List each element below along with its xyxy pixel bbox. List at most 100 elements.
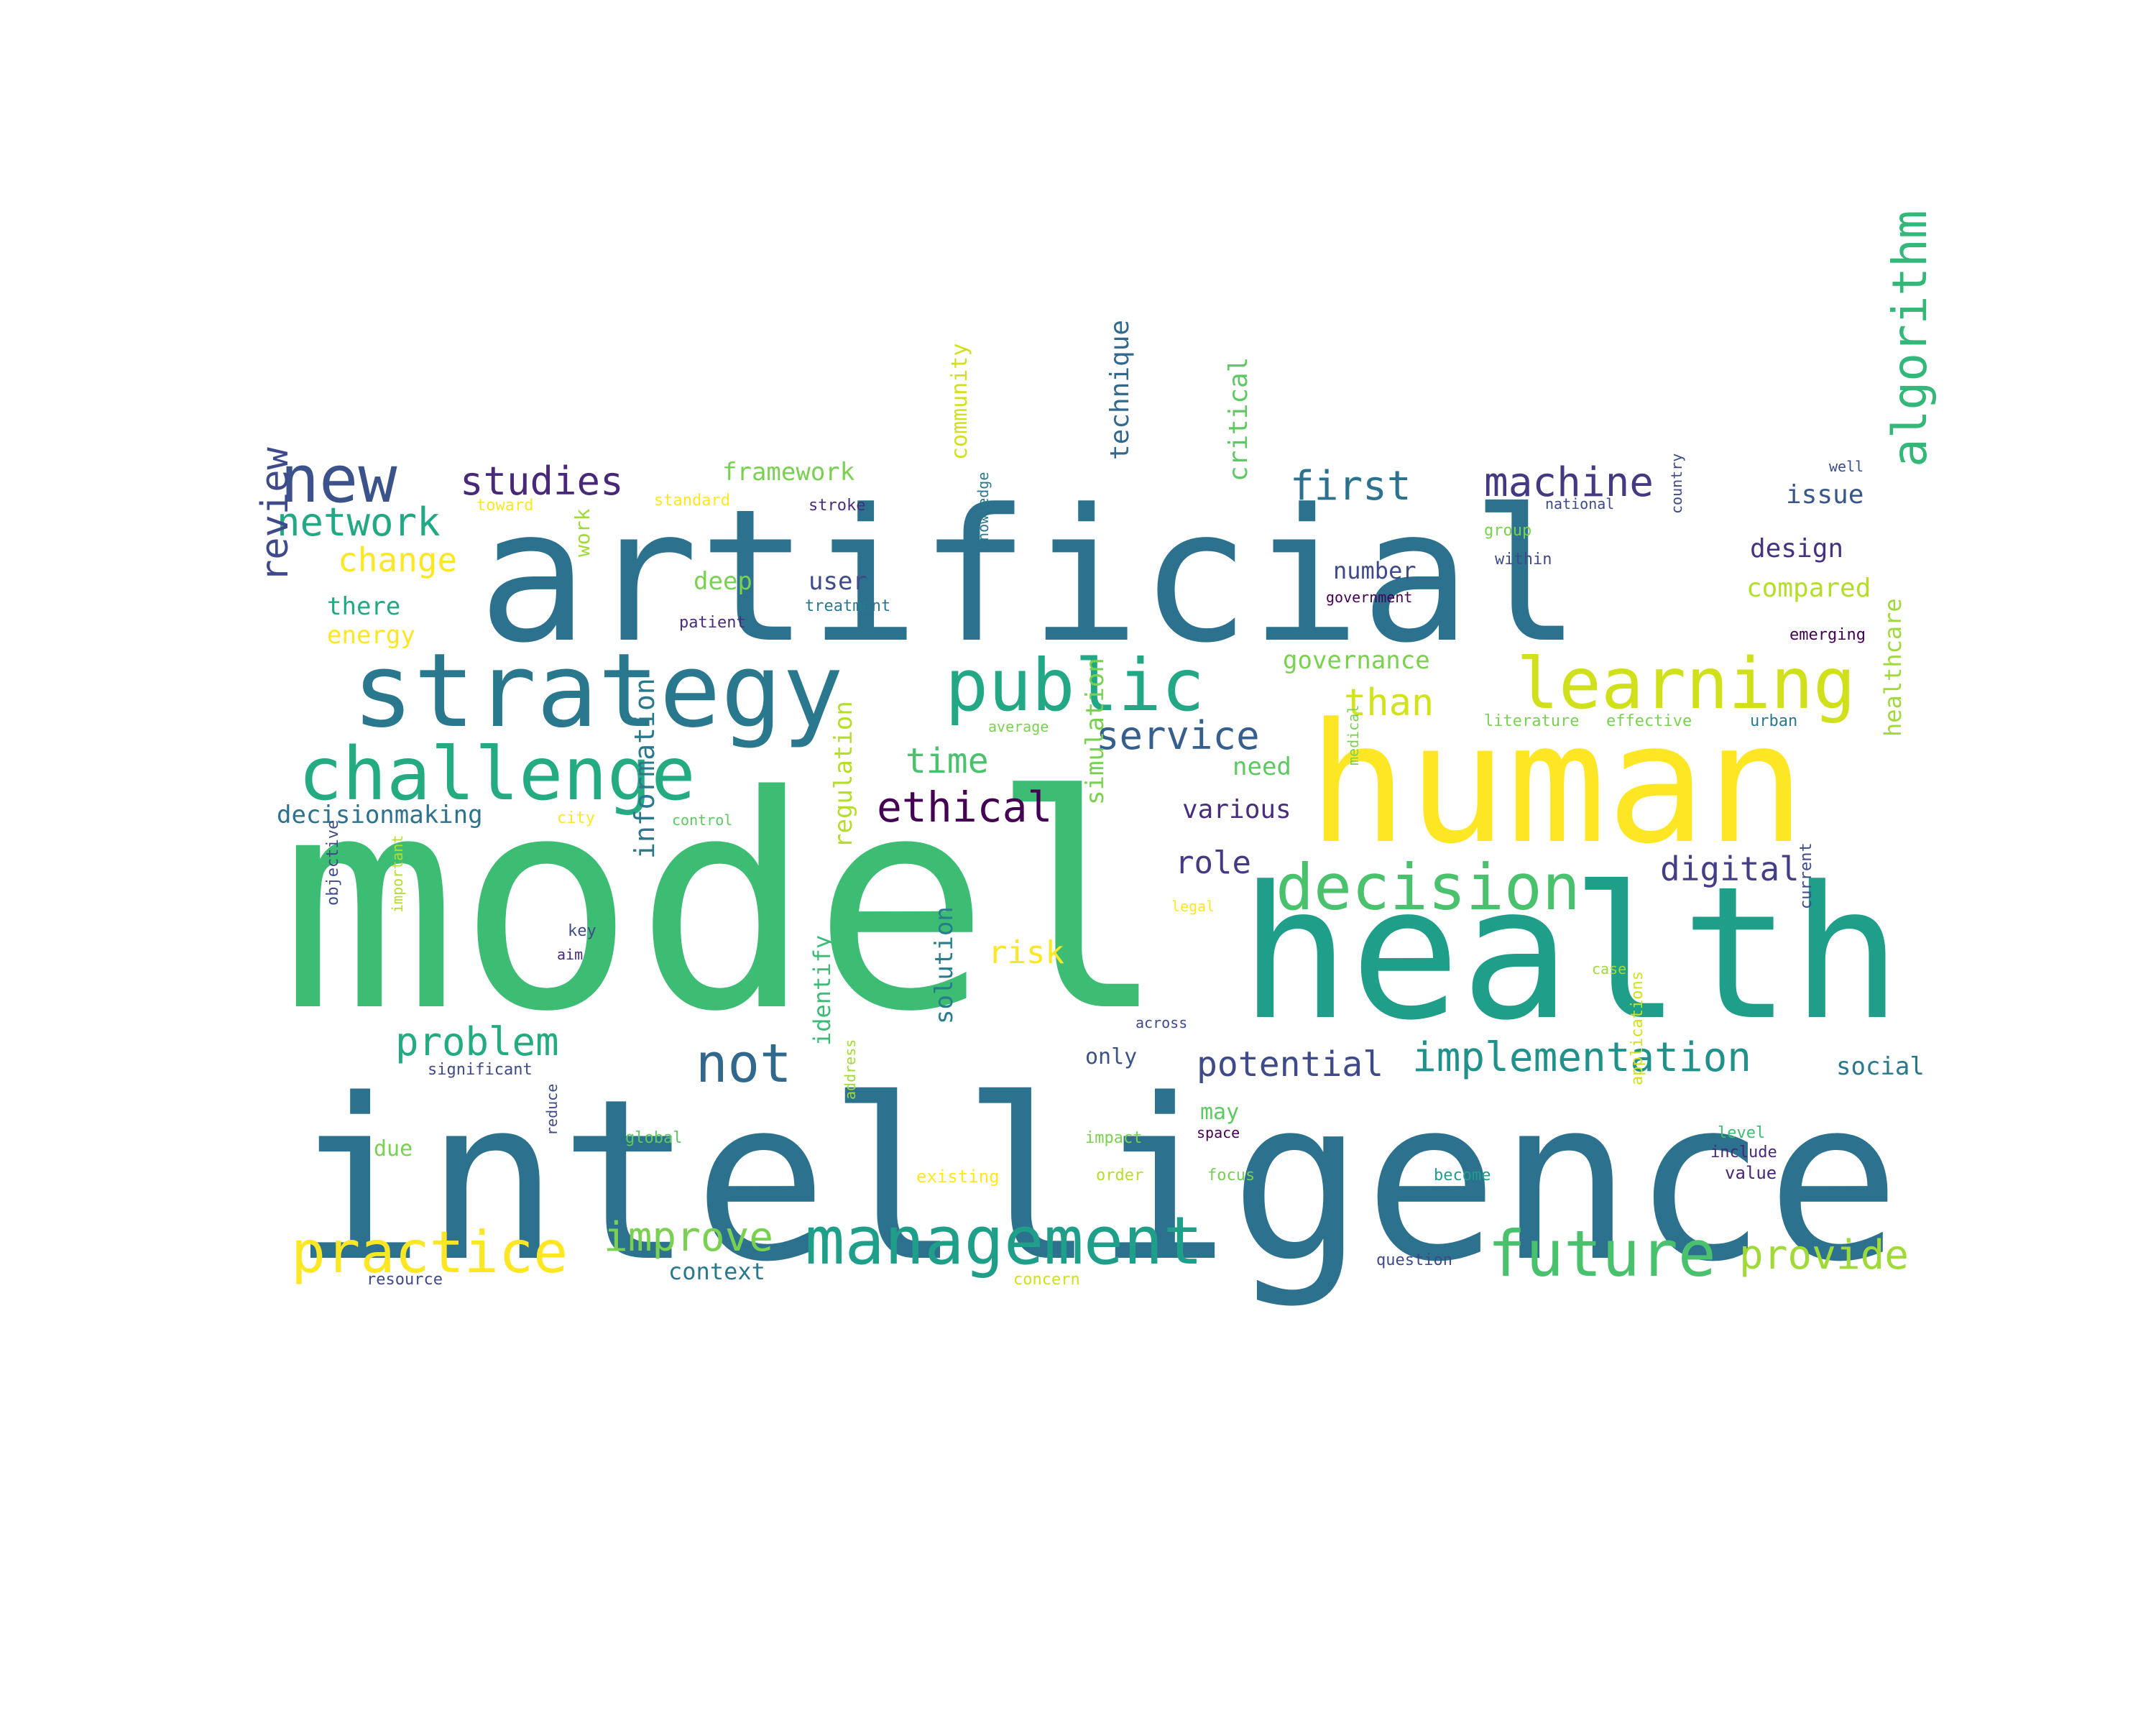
word-number: number — [1333, 557, 1416, 584]
word-knowledge: knowledge — [975, 472, 992, 550]
word-control: control — [672, 811, 732, 829]
word-technique: technique — [1105, 320, 1135, 460]
word-aim: aim — [557, 946, 583, 963]
word-important: important — [389, 835, 406, 913]
word-government: government — [1326, 589, 1412, 606]
word-work: work — [571, 508, 594, 557]
word-level: level — [1718, 1124, 1765, 1142]
word-context: context — [668, 1258, 765, 1285]
word-implementation: implementation — [1412, 1034, 1751, 1081]
word-space: space — [1197, 1124, 1240, 1141]
word-city: city — [557, 809, 595, 827]
word-reduce: reduce — [543, 1084, 561, 1136]
word-new: new — [280, 442, 397, 518]
word-deep: deep — [694, 567, 752, 596]
word-service: service — [1096, 713, 1260, 758]
word-healthcare: healthcare — [1879, 598, 1907, 737]
word-provide: provide — [1739, 1232, 1909, 1279]
word-patient: patient — [679, 614, 746, 632]
word-standard: standard — [654, 492, 730, 510]
word-within: within — [1495, 551, 1552, 569]
word-machine: machine — [1484, 459, 1654, 506]
word-future: future — [1488, 1217, 1716, 1291]
word-emerging: emerging — [1789, 626, 1866, 644]
word-network: network — [277, 500, 441, 545]
word-review: review — [254, 446, 297, 582]
word-critical: critical — [1224, 357, 1253, 482]
word-problem: problem — [395, 1019, 559, 1064]
word-change: change — [338, 540, 457, 579]
word-solution: solution — [930, 906, 959, 1024]
word-toward: toward — [476, 497, 533, 515]
word-role: role — [1175, 845, 1251, 881]
word-objective: objective — [324, 820, 342, 906]
word-decisionmaking: decisionmaking — [277, 801, 483, 829]
word-improve: improve — [604, 1214, 773, 1261]
word-current: current — [1797, 842, 1815, 909]
word-practice: practice — [291, 1219, 568, 1286]
word-health: health — [1240, 847, 1902, 1061]
word-medical: medical — [1345, 705, 1362, 765]
word-framework: framework — [722, 458, 854, 487]
word-only: only — [1085, 1044, 1137, 1070]
word-strategy: strategy — [352, 632, 844, 750]
word-first: first — [1290, 463, 1411, 510]
word-well: well — [1829, 458, 1864, 475]
word-average: average — [988, 718, 1049, 735]
word-become: become — [1434, 1167, 1491, 1184]
word-impact: impact — [1085, 1129, 1142, 1147]
word-across: across — [1135, 1014, 1187, 1031]
word-studies: studies — [460, 459, 624, 504]
word-legal: legal — [1171, 898, 1215, 915]
word-artificial: artificial — [478, 470, 1581, 684]
word-information: information — [629, 678, 660, 859]
word-significant: significant — [428, 1061, 533, 1079]
word-than: than — [1344, 681, 1434, 724]
word-decision: decision — [1276, 850, 1580, 924]
word-issue: issue — [1786, 480, 1864, 510]
word-public: public — [945, 643, 1204, 727]
word-global: global — [625, 1129, 682, 1147]
word-there: there — [327, 592, 400, 621]
word-may: may — [1200, 1100, 1239, 1125]
word-applications: applications — [1628, 971, 1646, 1085]
word-address: address — [842, 1039, 859, 1100]
word-governance: governance — [1283, 646, 1430, 675]
word-urban: urban — [1750, 712, 1797, 730]
word-need: need — [1233, 753, 1291, 781]
word-key: key — [568, 922, 596, 940]
word-digital: digital — [1660, 850, 1800, 888]
word-country: country — [1668, 454, 1685, 514]
word-include: include — [1710, 1144, 1777, 1162]
word-compared: compared — [1746, 574, 1871, 603]
word-user: user — [808, 567, 867, 596]
word-question: question — [1376, 1251, 1452, 1269]
word-algorithm: algorithm — [1882, 210, 1938, 467]
word-time: time — [906, 741, 989, 781]
word-focus: focus — [1207, 1167, 1255, 1184]
word-not: not — [696, 1033, 792, 1095]
word-literature: literature — [1484, 712, 1579, 730]
word-ethical: ethical — [877, 783, 1052, 832]
word-effective: effective — [1606, 712, 1692, 730]
word-various: various — [1182, 795, 1291, 824]
word-learning: learning — [1516, 643, 1856, 725]
word-intelligence: intelligence — [291, 1052, 1901, 1311]
word-resource: resource — [367, 1271, 443, 1289]
word-identify: identify — [808, 935, 836, 1046]
word-case: case — [1592, 960, 1626, 978]
word-national: national — [1545, 495, 1614, 512]
word-social: social — [1836, 1052, 1925, 1081]
word-due: due — [374, 1136, 413, 1162]
word-concern: concern — [1013, 1271, 1080, 1289]
word-simulation: simulation — [1081, 658, 1110, 805]
word-stroke: stroke — [808, 497, 865, 515]
word-treatment: treatment — [805, 597, 890, 615]
word-model: model — [280, 732, 1167, 1076]
word-energy: energy — [327, 621, 415, 650]
word-value: value — [1725, 1163, 1777, 1183]
word-regulation: regulation — [829, 701, 858, 848]
